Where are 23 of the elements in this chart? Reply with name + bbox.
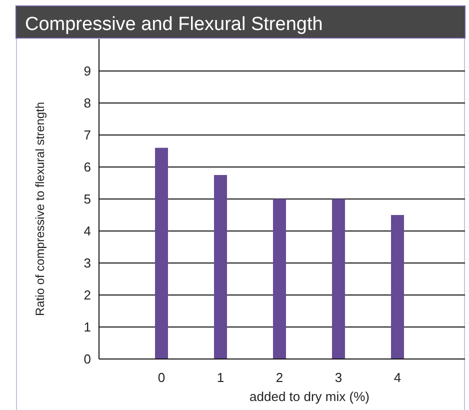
- bar: [214, 175, 227, 359]
- x-tick-label: 4: [394, 370, 402, 385]
- y-tick-label: 7: [84, 128, 91, 143]
- x-axis-title: added to dry mix (%): [250, 389, 370, 404]
- bar: [155, 148, 168, 359]
- bar: [391, 215, 404, 359]
- y-tick-label: 9: [84, 64, 91, 79]
- y-tick-label: 8: [84, 96, 91, 111]
- y-axis-title: Ratio of compressive to flexural strength: [33, 102, 47, 316]
- bar: [332, 199, 345, 359]
- y-tick-label: 0: [84, 352, 91, 367]
- y-tick-label: 1: [84, 320, 91, 335]
- y-tick-label: 3: [84, 256, 91, 271]
- chart-title: Compressive and Flexural Strength: [25, 14, 323, 35]
- y-tick-label: 6: [84, 160, 91, 175]
- x-tick-label: 1: [216, 370, 224, 385]
- y-tick-label: 2: [84, 288, 91, 303]
- y-tick-label: 4: [84, 224, 91, 239]
- bar: [273, 199, 286, 359]
- x-tick-label: 2: [276, 370, 284, 385]
- x-tick-label: 3: [334, 370, 342, 385]
- x-tick-label: 0: [158, 370, 166, 385]
- y-tick-label: 5: [84, 192, 91, 207]
